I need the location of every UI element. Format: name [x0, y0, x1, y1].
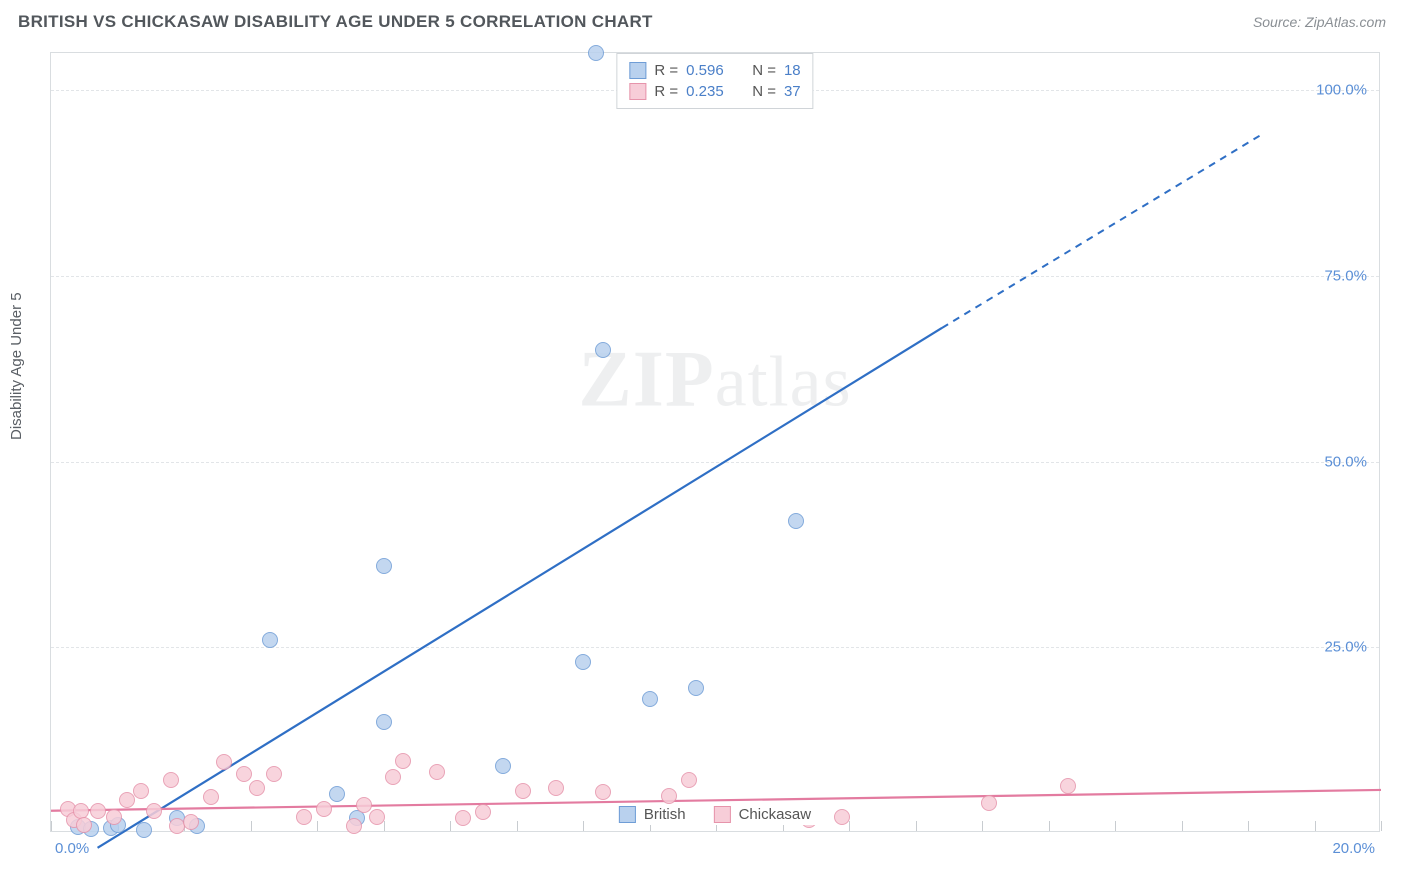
data-point: [90, 803, 106, 819]
legend-swatch: [619, 806, 636, 823]
chart-title: BRITISH VS CHICKASAW DISABILITY AGE UNDE…: [18, 12, 653, 32]
data-point: [661, 788, 677, 804]
legend-item: Chickasaw: [714, 806, 812, 823]
data-point: [981, 795, 997, 811]
chart-header: BRITISH VS CHICKASAW DISABILITY AGE UNDE…: [0, 0, 1406, 40]
data-point: [136, 822, 152, 838]
n-label: N =: [752, 62, 776, 79]
data-point: [385, 769, 401, 785]
chart-source: Source: ZipAtlas.com: [1253, 14, 1386, 30]
legend-swatch: [629, 83, 646, 100]
data-point: [681, 772, 697, 788]
data-point: [296, 809, 312, 825]
data-point: [595, 784, 611, 800]
data-point: [356, 797, 372, 813]
data-point: [236, 766, 252, 782]
data-point: [329, 786, 345, 802]
legend-item: British: [619, 806, 686, 823]
r-value: 0.596: [686, 62, 724, 79]
data-point: [788, 513, 804, 529]
data-point: [369, 809, 385, 825]
r-value: 0.235: [686, 83, 724, 100]
data-point: [146, 803, 162, 819]
data-point: [376, 714, 392, 730]
data-point: [515, 783, 531, 799]
y-axis-label: Disability Age Under 5: [8, 292, 25, 440]
data-point: [106, 809, 122, 825]
data-point: [1060, 778, 1076, 794]
x-tick-label: 0.0%: [55, 840, 89, 857]
x-tick-label: 20.0%: [1332, 840, 1375, 857]
data-point: [376, 558, 392, 574]
n-value: 37: [784, 83, 801, 100]
data-point: [216, 754, 232, 770]
stats-row: R = 0.596 N = 18: [629, 60, 800, 81]
data-point: [262, 632, 278, 648]
data-point: [642, 691, 658, 707]
data-point: [183, 814, 199, 830]
legend-swatch: [714, 806, 731, 823]
legend-label: British: [644, 806, 686, 823]
data-point: [575, 654, 591, 670]
legend-label: Chickasaw: [739, 806, 812, 823]
data-point: [395, 753, 411, 769]
chart-plot-area: ZIPatlas 25.0%50.0%75.0%100.0%0.0%20.0% …: [50, 52, 1380, 832]
data-point: [163, 772, 179, 788]
data-point: [548, 780, 564, 796]
data-point: [429, 764, 445, 780]
n-label: N =: [752, 83, 776, 100]
n-value: 18: [784, 62, 801, 79]
data-point: [133, 783, 149, 799]
data-point: [595, 342, 611, 358]
legend-swatch: [629, 62, 646, 79]
data-point: [834, 809, 850, 825]
data-point: [475, 804, 491, 820]
x-tick: [1381, 821, 1382, 831]
data-point: [688, 680, 704, 696]
data-point: [249, 780, 265, 796]
r-label: R =: [654, 83, 678, 100]
data-point: [266, 766, 282, 782]
data-point: [316, 801, 332, 817]
trend-lines: [51, 53, 1381, 833]
data-point: [76, 817, 92, 833]
stats-row: R = 0.235 N = 37: [629, 81, 800, 102]
series-legend: British Chickasaw: [611, 804, 819, 825]
data-point: [346, 818, 362, 834]
data-point: [455, 810, 471, 826]
data-point: [588, 45, 604, 61]
data-point: [203, 789, 219, 805]
r-label: R =: [654, 62, 678, 79]
stats-legend: R = 0.596 N = 18 R = 0.235 N = 37: [616, 53, 813, 109]
data-point: [495, 758, 511, 774]
